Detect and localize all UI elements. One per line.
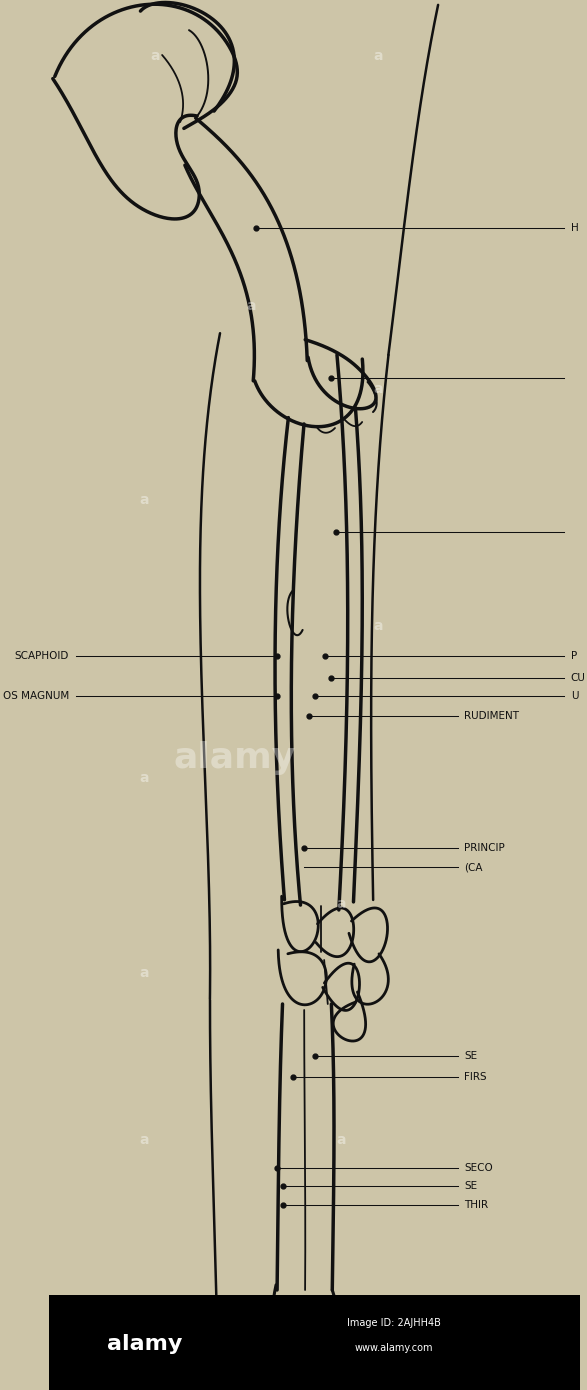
Text: SE: SE — [464, 1180, 478, 1191]
Text: a: a — [140, 771, 149, 785]
Text: PRINCIP: PRINCIP — [464, 842, 505, 853]
Text: alamy: alamy — [107, 1334, 183, 1354]
Text: a: a — [374, 49, 383, 63]
Text: H: H — [571, 222, 579, 234]
Text: SECO: SECO — [464, 1162, 493, 1173]
Text: CU: CU — [571, 673, 586, 684]
Text: (CA: (CA — [464, 862, 483, 873]
Text: U: U — [571, 691, 578, 702]
Bar — [49, 1295, 581, 1390]
Text: a: a — [246, 299, 255, 313]
Text: a: a — [374, 619, 383, 632]
Text: alamy: alamy — [174, 741, 296, 774]
Text: a: a — [140, 966, 149, 980]
Text: SE: SE — [464, 1051, 478, 1062]
Text: OS MAGNUM: OS MAGNUM — [3, 691, 69, 702]
Text: a: a — [140, 1133, 149, 1147]
Text: THIR: THIR — [464, 1200, 488, 1211]
Text: Image ID: 2AJHH4B: Image ID: 2AJHH4B — [348, 1318, 441, 1329]
Text: a: a — [336, 1133, 346, 1147]
Text: a: a — [150, 49, 160, 63]
Text: SCAPHOID: SCAPHOID — [15, 651, 69, 662]
Text: a: a — [336, 897, 346, 910]
Text: www.alamy.com: www.alamy.com — [355, 1343, 434, 1354]
Text: FIRS: FIRS — [464, 1072, 487, 1083]
Text: a: a — [374, 382, 383, 396]
Text: a: a — [140, 493, 149, 507]
Text: P: P — [571, 651, 577, 662]
Text: RUDIMENT: RUDIMENT — [464, 710, 519, 721]
